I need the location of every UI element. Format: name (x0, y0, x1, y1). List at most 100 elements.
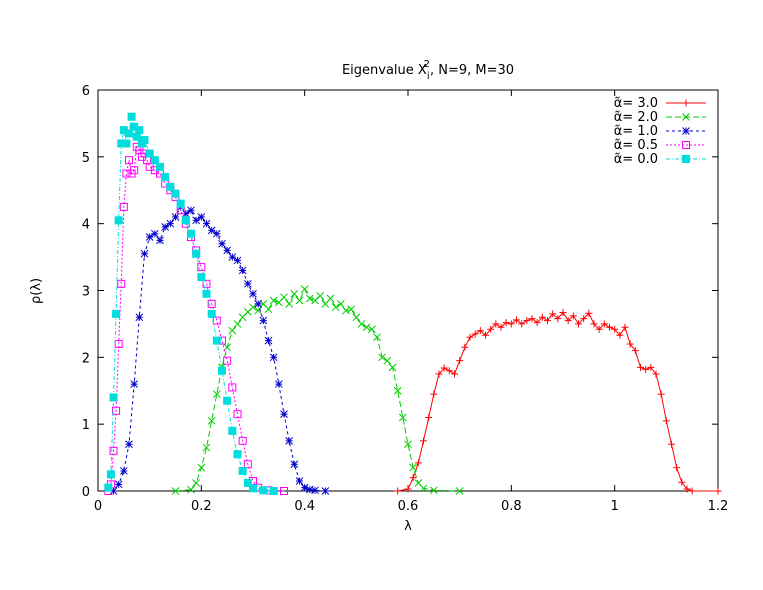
chart-title-prefix: Eigenvalue X (342, 63, 427, 78)
y-tick-label: 5 (82, 151, 90, 166)
data-point (326, 294, 335, 303)
data-point (176, 199, 185, 208)
legend-marker (682, 113, 690, 121)
data-point (140, 136, 149, 145)
data-point (130, 166, 139, 175)
data-point (554, 315, 562, 323)
data-point (145, 149, 154, 158)
data-point (243, 279, 252, 288)
data-point (156, 236, 164, 245)
data-point (420, 437, 427, 445)
y-tick-label: 2 (82, 351, 90, 366)
data-point (156, 162, 164, 171)
series-line (107, 145, 285, 492)
data-point (476, 327, 484, 335)
data-point (425, 413, 433, 421)
data-point (595, 325, 603, 333)
data-point (398, 413, 407, 422)
data-point (383, 356, 392, 365)
data-point (285, 300, 294, 308)
data-point (187, 229, 195, 238)
data-point (290, 289, 299, 298)
legend-label: α̃= 1.0 (614, 124, 658, 139)
data-point (295, 296, 304, 305)
legend-label: α̃= 2.0 (614, 110, 658, 125)
data-point (181, 209, 190, 218)
y-axis: 0 1 2 3 4 5 6 (82, 84, 718, 500)
data-point (243, 460, 252, 469)
data-point (347, 305, 356, 314)
data-point (419, 484, 428, 493)
data-point (637, 363, 644, 371)
data-point (590, 320, 598, 328)
data-point (518, 320, 526, 328)
data-point (652, 370, 660, 378)
legend-marker (682, 127, 690, 135)
data-point (621, 323, 629, 331)
data-point (435, 370, 443, 378)
data-point (616, 331, 624, 339)
data-point (150, 229, 159, 238)
data-point (122, 169, 131, 178)
data-point (223, 356, 232, 365)
data-point (243, 478, 252, 487)
x-tick-label: 1 (611, 499, 619, 514)
data-point (430, 390, 438, 398)
data-point (192, 216, 201, 225)
data-point (207, 226, 216, 235)
data-point (487, 325, 495, 333)
data-point (280, 487, 288, 495)
data-point (212, 390, 221, 398)
data-point (269, 353, 278, 362)
data-point (393, 386, 402, 395)
data-point (223, 246, 232, 255)
data-point (523, 317, 531, 325)
data-point (471, 330, 479, 338)
data-point (683, 485, 691, 493)
data-point (197, 263, 206, 272)
data-point (254, 306, 263, 315)
data-point (455, 487, 464, 495)
data-point (429, 486, 438, 495)
data-point (404, 440, 412, 449)
data-point (445, 367, 453, 375)
data-point (290, 460, 299, 469)
data-point (264, 336, 273, 345)
legend-entry: α̃= 3.0 (614, 96, 706, 111)
legend-marker (682, 155, 690, 163)
data-point (233, 410, 242, 419)
data-point (336, 300, 345, 308)
data-point (580, 315, 588, 323)
data-point (466, 333, 474, 341)
legend-entry: α̃= 2.0 (614, 110, 706, 125)
data-point (145, 233, 154, 241)
data-point (202, 279, 211, 288)
data-point (269, 296, 278, 305)
data-point (197, 213, 206, 221)
data-point (112, 406, 121, 415)
data-point (456, 357, 464, 365)
data-point (507, 320, 515, 328)
data-point (409, 463, 418, 472)
data-point (114, 216, 123, 225)
data-point (295, 477, 304, 485)
y-tick-label: 3 (82, 285, 90, 300)
chart-title: Eigenvalue Xi2, N=9, M=30 (342, 59, 514, 82)
y-tick-label: 0 (82, 485, 90, 500)
data-point (228, 326, 237, 335)
data-point (218, 366, 226, 375)
series-line (113, 206, 326, 492)
data-point (311, 486, 319, 495)
legend-label: α̃= 0.0 (614, 152, 658, 167)
data-point (122, 139, 131, 148)
data-point (378, 353, 387, 362)
data-point (228, 426, 237, 435)
y-axis-label: ρ(λ) (29, 278, 44, 304)
data-point (642, 365, 650, 373)
data-point (269, 487, 278, 495)
data-point (461, 343, 469, 351)
data-point (673, 464, 681, 472)
data-point (187, 485, 195, 494)
x-tick-label: 0.2 (191, 499, 212, 514)
data-point (125, 156, 133, 165)
